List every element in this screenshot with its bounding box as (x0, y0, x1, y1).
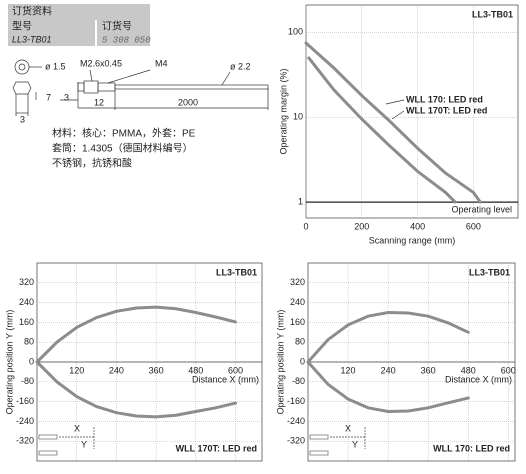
y-tick-label: 10 (293, 112, 303, 122)
y-tick-label: 240 (290, 297, 305, 307)
type-value: LL3-TB01 (12, 34, 52, 44)
x-axis-label: Distance X (mm) (445, 374, 512, 384)
y-tick-label: -80 (21, 376, 34, 386)
number-label: 订货号 (102, 20, 132, 33)
y-tick-label: -320 (287, 436, 305, 446)
dim-label: 2000 (178, 97, 198, 107)
x-tick-label: 240 (381, 365, 396, 375)
series-line (35, 305, 237, 364)
y-tick-label: 320 (290, 277, 305, 287)
dim-label: M4 (155, 58, 168, 68)
x-tick-label: 120 (69, 365, 84, 375)
leader-line (391, 110, 405, 120)
inset-label: Y (81, 439, 87, 449)
series-label: WLL 170T: LED red (406, 105, 487, 115)
x-tick-label: 600 (501, 365, 516, 375)
chart-title: LL3-TB01 (472, 9, 513, 19)
chart-annotation: WLL 170T: LED red (176, 443, 257, 453)
dim-label: 7 (46, 92, 51, 102)
leader-line (385, 99, 405, 105)
order-box (8, 4, 150, 46)
y-tick-label: -160 (287, 396, 305, 406)
inset-label: Y (352, 439, 358, 449)
dim-label: ø 1.5 (45, 61, 66, 71)
dim-label: 3 (64, 92, 69, 102)
inset-fiber (38, 434, 58, 440)
y-tick-label: -160 (16, 396, 34, 406)
y-tick-label: 80 (295, 337, 305, 347)
inset-label: X (345, 423, 351, 433)
y-tick-label: 80 (24, 337, 34, 347)
dim-label: ø 2.2 (230, 61, 251, 71)
y-tick-label: -240 (16, 416, 34, 426)
y-tick-label: 160 (290, 317, 305, 327)
y-tick-label: 100 (288, 27, 303, 37)
series-line (306, 360, 470, 414)
x-tick-label: 600 (228, 365, 243, 375)
dim-label: M2.6x0.45 (80, 58, 122, 68)
type-label: 型号 (12, 20, 32, 33)
y-tick-label: -320 (16, 436, 34, 446)
x-tick-label: 400 (410, 221, 425, 231)
y-axis-label: Operating margin (%) (278, 68, 288, 154)
material-line: 材料：核心：PMMA，外套：PE (52, 127, 196, 140)
x-tick-label: 120 (341, 365, 356, 375)
x-tick-label: 480 (461, 365, 476, 375)
y-axis-label: Operating position Y (mm) (4, 310, 14, 415)
inset-label: X (74, 423, 80, 433)
technical-drawing (12, 59, 269, 116)
x-tick-label: 240 (109, 365, 124, 375)
number-value: 5 308 050 (102, 35, 151, 45)
y-tick-label: 320 (19, 277, 34, 287)
y-tick-label: 0 (29, 356, 34, 366)
dim-label: 12 (94, 97, 104, 107)
x-tick-label: 360 (149, 365, 164, 375)
series-label: WLL 170: LED red (406, 94, 483, 104)
y-tick-label: 0 (300, 356, 305, 366)
reference-label: Operating level (451, 204, 512, 214)
order-heading: 订货资料 (12, 5, 52, 18)
dim-label: 3 (20, 114, 25, 124)
inset-fiber (38, 450, 58, 456)
x-tick-label: 0 (303, 221, 308, 231)
chart-annotation: WLL 170: LED red (433, 443, 510, 453)
x-tick-label: 200 (354, 221, 369, 231)
x-axis-label: Scanning range (mm) (369, 235, 456, 245)
series-line (306, 310, 470, 364)
series-line (307, 56, 457, 204)
chart-title: LL3-TB01 (216, 267, 257, 277)
y-tick-label: 1 (298, 196, 303, 206)
chart-title: LL3-TB01 (469, 267, 510, 277)
y-tick-label: 240 (19, 297, 34, 307)
series-line (304, 41, 482, 204)
x-tick-label: 360 (421, 365, 436, 375)
x-tick-label: 600 (466, 221, 481, 231)
y-tick-label: -80 (292, 376, 305, 386)
series-line (35, 360, 237, 419)
material-line: 套筒：1.4305（德国材料编号） (52, 142, 193, 155)
x-tick-label: 480 (188, 365, 203, 375)
inset-fiber (309, 450, 329, 456)
material-line: 不锈钢，抗锈和酸 (52, 157, 132, 170)
y-axis-label: Operating position Y (mm) (275, 310, 285, 415)
inset-fiber (309, 434, 329, 440)
y-tick-label: -240 (287, 416, 305, 426)
x-axis-label: Distance X (mm) (192, 374, 259, 384)
y-tick-label: 160 (19, 317, 34, 327)
